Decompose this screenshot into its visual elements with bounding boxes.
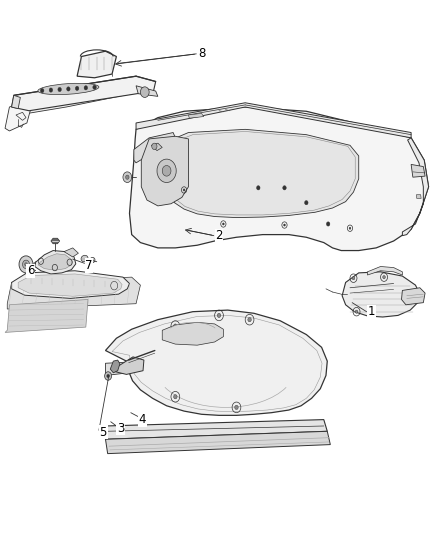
Polygon shape <box>110 360 120 373</box>
Polygon shape <box>134 133 175 163</box>
Polygon shape <box>35 251 76 274</box>
Ellipse shape <box>81 255 88 262</box>
Circle shape <box>383 276 385 279</box>
Polygon shape <box>18 274 122 296</box>
Polygon shape <box>106 310 327 415</box>
Polygon shape <box>5 101 31 131</box>
Circle shape <box>173 394 177 399</box>
Circle shape <box>75 86 79 91</box>
Circle shape <box>326 222 330 226</box>
Polygon shape <box>342 272 420 317</box>
Circle shape <box>126 175 129 179</box>
Circle shape <box>355 310 358 313</box>
Circle shape <box>107 374 110 377</box>
Circle shape <box>141 87 149 98</box>
Circle shape <box>105 372 112 380</box>
Polygon shape <box>106 419 327 439</box>
Circle shape <box>84 86 88 90</box>
Text: 2: 2 <box>215 229 223 242</box>
Polygon shape <box>38 254 71 270</box>
Circle shape <box>67 87 70 91</box>
Polygon shape <box>411 165 425 177</box>
Circle shape <box>123 172 132 182</box>
Circle shape <box>173 324 177 328</box>
Polygon shape <box>417 195 421 198</box>
Polygon shape <box>64 248 78 257</box>
Ellipse shape <box>90 257 95 263</box>
Polygon shape <box>141 136 188 206</box>
Polygon shape <box>10 86 132 118</box>
Text: 7: 7 <box>85 259 93 272</box>
Text: 1: 1 <box>368 305 375 318</box>
Polygon shape <box>151 143 162 151</box>
Circle shape <box>40 88 44 93</box>
Circle shape <box>162 165 171 176</box>
Text: 8: 8 <box>198 47 205 60</box>
Polygon shape <box>130 107 428 251</box>
Polygon shape <box>136 103 411 138</box>
Circle shape <box>25 263 27 266</box>
Polygon shape <box>367 266 403 275</box>
Polygon shape <box>12 271 130 298</box>
Polygon shape <box>188 114 204 118</box>
Circle shape <box>257 185 260 190</box>
Text: 4: 4 <box>139 413 146 426</box>
Circle shape <box>22 260 29 269</box>
Circle shape <box>304 200 308 205</box>
Circle shape <box>235 405 238 409</box>
Circle shape <box>183 189 185 191</box>
Circle shape <box>283 185 286 190</box>
Circle shape <box>284 224 286 226</box>
Polygon shape <box>106 362 128 375</box>
Polygon shape <box>12 95 20 109</box>
Circle shape <box>157 159 176 182</box>
Polygon shape <box>403 138 428 236</box>
Polygon shape <box>12 76 155 111</box>
Circle shape <box>49 88 53 92</box>
Polygon shape <box>106 431 330 454</box>
Polygon shape <box>402 288 425 305</box>
Circle shape <box>352 277 355 280</box>
Circle shape <box>217 313 221 318</box>
Circle shape <box>152 143 157 150</box>
Polygon shape <box>116 357 144 374</box>
Polygon shape <box>5 300 88 333</box>
Circle shape <box>349 227 351 229</box>
Polygon shape <box>51 238 60 244</box>
Circle shape <box>19 256 33 273</box>
Circle shape <box>58 87 61 92</box>
Polygon shape <box>162 322 223 345</box>
Circle shape <box>223 223 224 225</box>
Polygon shape <box>136 86 158 96</box>
Polygon shape <box>169 130 359 217</box>
Text: 5: 5 <box>99 426 107 439</box>
Polygon shape <box>77 51 117 78</box>
Text: 6: 6 <box>27 264 34 277</box>
Circle shape <box>93 85 96 90</box>
Text: 3: 3 <box>117 422 124 434</box>
Circle shape <box>248 318 251 322</box>
Polygon shape <box>7 277 141 309</box>
Ellipse shape <box>38 83 99 94</box>
